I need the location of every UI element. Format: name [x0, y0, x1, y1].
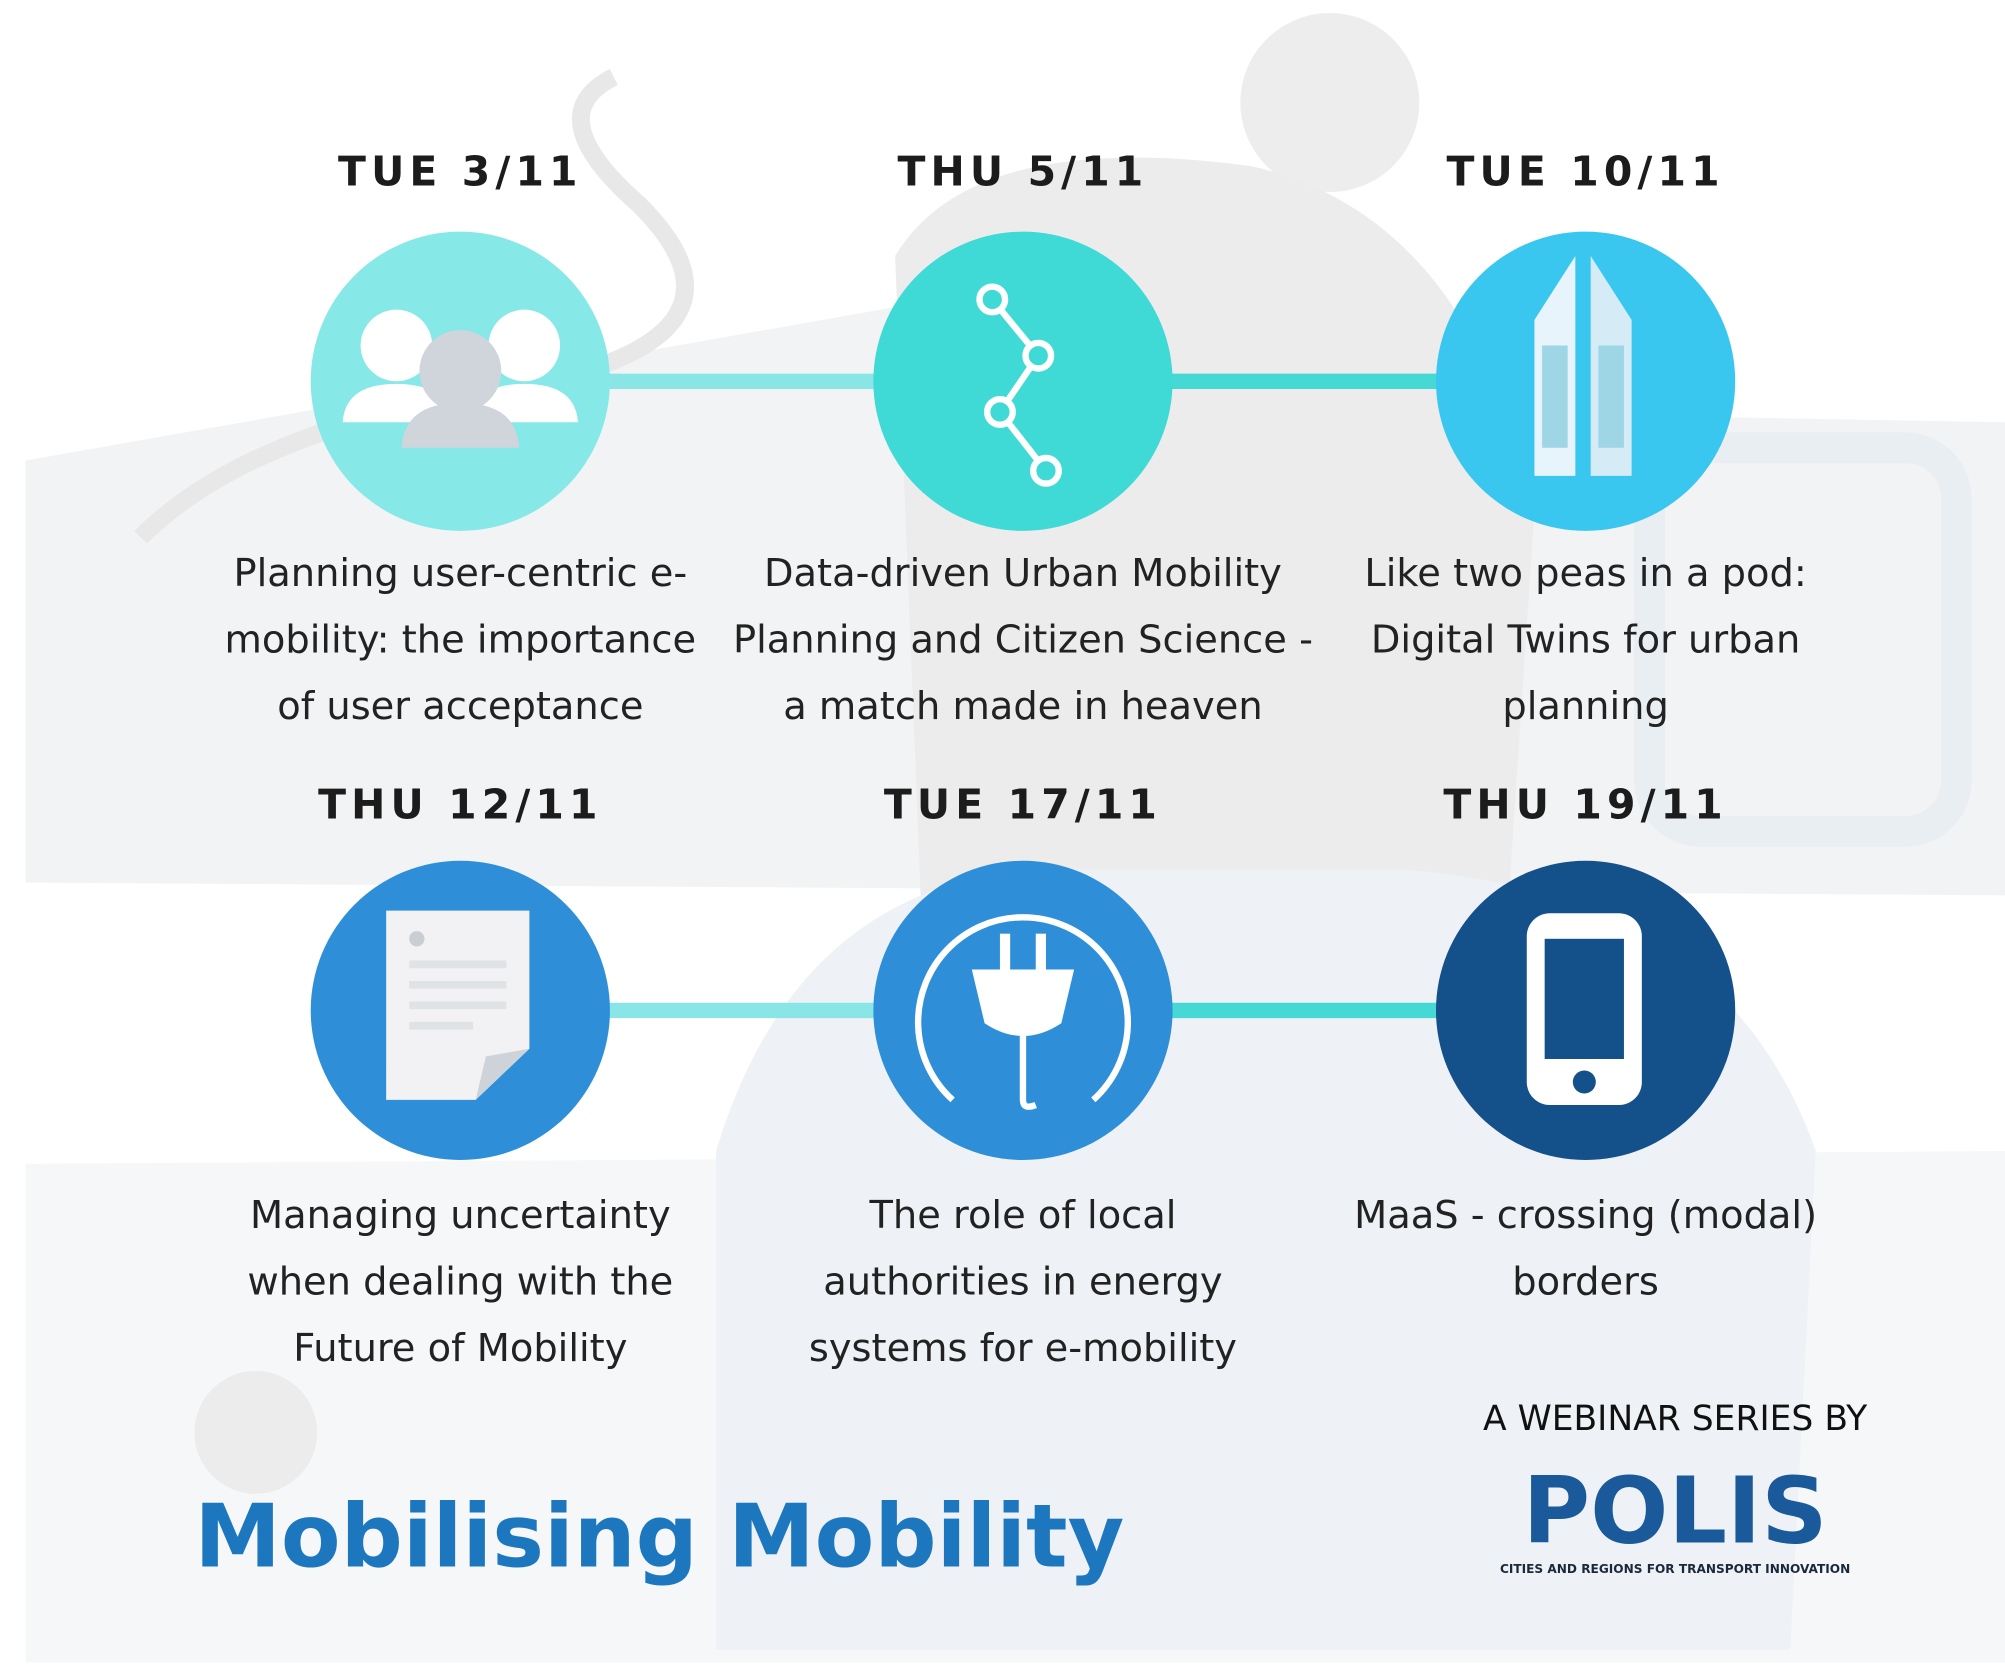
event-date: THU 19/11	[1443, 781, 1727, 829]
event-title-line: Planning user-centric e-	[233, 551, 687, 596]
event-date: THU 12/11	[318, 781, 602, 829]
event-title-line: Managing uncertainty	[250, 1193, 671, 1238]
event-date: TUE 10/11	[1447, 148, 1725, 196]
event-title-line: MaaS - crossing (modal)	[1354, 1193, 1817, 1238]
phone-icon	[1527, 913, 1642, 1105]
event-title-line: planning	[1502, 684, 1668, 729]
infographic: TUE 3/11 Planning user-centric e-mobility…	[0, 0, 2005, 1673]
byline: A WEBINAR SERIES BY	[1483, 1399, 1868, 1439]
event-title-line: authorities in energy	[823, 1259, 1222, 1304]
event-title-line: Planning and Citizen Science -	[733, 617, 1313, 662]
event-date: TUE 3/11	[338, 148, 583, 196]
event-title-line: Like two peas in a pod:	[1364, 551, 1806, 596]
event-date: THU 5/11	[898, 148, 1149, 196]
event-title-line: when dealing with the	[247, 1259, 673, 1304]
logo-tagline: CITIES AND REGIONS FOR TRANSPORT INNOVAT…	[1500, 1562, 1850, 1576]
event-title-line: of user acceptance	[277, 684, 643, 729]
event-title-line: The role of local	[868, 1193, 1176, 1238]
event-title-line: mobility: the importance	[225, 617, 697, 662]
event-title-line: borders	[1512, 1259, 1659, 1304]
event-title-line: systems for e-mobility	[809, 1326, 1237, 1371]
series-title: Mobilising Mobility	[194, 1486, 1124, 1588]
event-date: TUE 17/11	[884, 781, 1162, 829]
event-circle	[1436, 232, 1735, 531]
event-title-line: Data-driven Urban Mobility	[764, 551, 1282, 596]
event-title-line: a match made in heaven	[783, 684, 1262, 729]
logo: POLIS	[1523, 1457, 1828, 1564]
event-title-line: Digital Twins for urban	[1371, 617, 1800, 662]
event-title-line: Future of Mobility	[293, 1326, 627, 1371]
